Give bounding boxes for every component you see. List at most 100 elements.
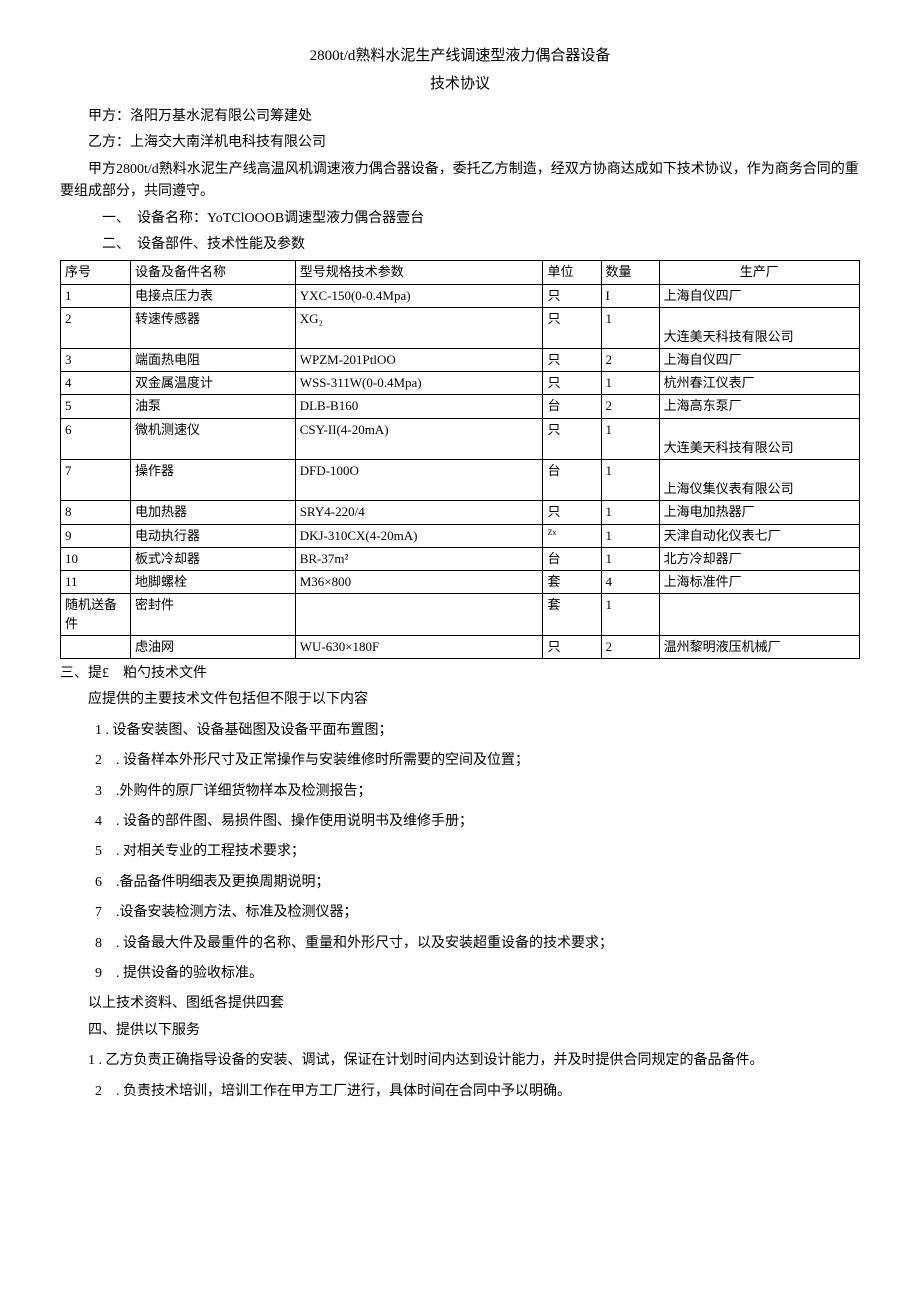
table-cell-qty: 1 [601, 372, 659, 395]
table-row: 随机送备件密封件 套1 [61, 594, 860, 635]
table-cell-unit: 台 [543, 460, 601, 501]
table-cell-mfr: 杭州春江仪表厂 [659, 372, 859, 395]
table-cell-qty: 2 [601, 395, 659, 418]
table-cell-mfr [659, 594, 859, 635]
table-cell-qty: 4 [601, 571, 659, 594]
section-3-intro: 应提供的主要技术文件包括但不限于以下内容 [60, 689, 860, 711]
table-cell-spec: DLB-B160 [295, 395, 543, 418]
table-cell-spec: M36×800 [295, 571, 543, 594]
section-3-item: 6 .备品备件明细表及更换周期说明； [60, 872, 860, 894]
table-cell-qty: 2 [601, 635, 659, 658]
section-3-item: 8 . 设备最大件及最重件的名称、重量和外形尺寸，以及安装超重设备的技术要求； [60, 933, 860, 955]
table-cell-qty: 1 [601, 418, 659, 459]
table-cell-seq: 9 [61, 524, 131, 548]
table-cell-spec: YXC-150(0-0.4Mpa) [295, 284, 543, 307]
section-3-item: 7 .设备安装检测方法、标准及检测仪器； [60, 902, 860, 924]
party-b: 乙方：上海交大南洋机电科技有限公司 [60, 132, 860, 154]
table-cell-name: 转速传感器 [130, 307, 295, 348]
table-cell-mfr: 大连美天科技有限公司 [659, 418, 859, 459]
section-3-item: 2 . 设备样本外形尺寸及正常操作与安装维修时所需要的空间及位置； [60, 750, 860, 772]
table-cell-name: 操作器 [130, 460, 295, 501]
table-cell-qty: 2 [601, 349, 659, 372]
table-cell-spec: SRY4-220/4 [295, 501, 543, 524]
party-a: 甲方：洛阳万基水泥有限公司筹建处 [60, 106, 860, 128]
document-subtitle: 技术协议 [60, 72, 860, 96]
table-row: 2转速传感器XG₂只1大连美天科技有限公司 [61, 307, 860, 348]
table-cell-spec: BR-37m² [295, 548, 543, 571]
table-cell-seq: 1 [61, 284, 131, 307]
table-cell-mfr: 上海仪集仪表有限公司 [659, 460, 859, 501]
table-cell-spec: CSY-II(4-20mA) [295, 418, 543, 459]
section-2: 二、 设备部件、技术性能及参数 [60, 234, 860, 256]
table-cell-name: 微机测速仪 [130, 418, 295, 459]
preamble: 甲方2800t/d熟料水泥生产线高温风机调速液力偶合器设备，委托乙方制造，经双方… [60, 159, 860, 204]
section-3-item: 3 .外购件的原厂详细货物样本及检测报告； [60, 781, 860, 803]
table-cell-unit: 只 [543, 284, 601, 307]
table-cell-spec [295, 594, 543, 635]
table-row: 10板式冷却器BR-37m²台1北方冷却器厂 [61, 548, 860, 571]
table-cell-name: 地脚螺栓 [130, 571, 295, 594]
section-4: 四、提供以下服务 [60, 1020, 860, 1042]
table-row: 6微机测速仪CSY-II(4-20mA)只1大连美天科技有限公司 [61, 418, 860, 459]
header-qty: 数量 [601, 261, 659, 284]
table-cell-unit: Zx [543, 524, 601, 548]
table-cell-spec: DFD-100O [295, 460, 543, 501]
table-cell-spec: XG₂ [295, 307, 543, 348]
table-cell-name: 电接点压力表 [130, 284, 295, 307]
table-row: 1电接点压力表YXC-150(0-0.4Mpa)只I上海自仪四厂 [61, 284, 860, 307]
table-cell-name: 双金属温度计 [130, 372, 295, 395]
table-row: 3端面热电阻WPZM-201PtlOO只2上海自仪四厂 [61, 349, 860, 372]
table-cell-mfr: 上海标准件厂 [659, 571, 859, 594]
table-cell-seq: 3 [61, 349, 131, 372]
table-cell-seq: 随机送备件 [61, 594, 131, 635]
table-cell-seq [61, 635, 131, 658]
table-cell-seq: 5 [61, 395, 131, 418]
header-unit: 单位 [543, 261, 601, 284]
table-cell-unit: 套 [543, 571, 601, 594]
table-cell-mfr: 上海自仪四厂 [659, 349, 859, 372]
table-cell-seq: 8 [61, 501, 131, 524]
section-3: 三、提£ 粕勺技术文件 [60, 663, 860, 685]
table-cell-name: 端面热电阻 [130, 349, 295, 372]
section-4-item: 2 . 负责技术培训，培训工作在甲方工厂进行，具体时间在合同中予以明确。 [60, 1081, 860, 1103]
table-cell-qty: 1 [601, 594, 659, 635]
table-cell-mfr: 温州黎明液压机械厂 [659, 635, 859, 658]
table-cell-mfr: 大连美天科技有限公司 [659, 307, 859, 348]
document-title: 2800t/d熟料水泥生产线调速型液力偶合器设备 [60, 44, 860, 68]
table-cell-mfr: 上海高东泵厂 [659, 395, 859, 418]
table-cell-name: 电动执行器 [130, 524, 295, 548]
table-row: 4双金属温度计WSS-311W(0-0.4Mpa)只1杭州春江仪表厂 [61, 372, 860, 395]
header-spec: 型号规格技术参数 [295, 261, 543, 284]
header-mfr: 生产厂 [659, 261, 859, 284]
section-3-item: 5 . 对相关专业的工程技术要求； [60, 841, 860, 863]
table-cell-name: 油泵 [130, 395, 295, 418]
table-cell-mfr: 北方冷却器厂 [659, 548, 859, 571]
table-cell-unit: 只 [543, 372, 601, 395]
section-3-item: 4 . 设备的部件图、易损件图、操作使用说明书及维修手册； [60, 811, 860, 833]
table-cell-unit: 只 [543, 418, 601, 459]
table-cell-seq: 7 [61, 460, 131, 501]
table-cell-qty: 1 [601, 524, 659, 548]
table-cell-spec: WSS-311W(0-0.4Mpa) [295, 372, 543, 395]
table-cell-unit: 只 [543, 501, 601, 524]
table-cell-mfr: 上海电加热器厂 [659, 501, 859, 524]
table-cell-name: 板式冷却器 [130, 548, 295, 571]
table-cell-qty: 1 [601, 501, 659, 524]
table-cell-name: 虑油网 [130, 635, 295, 658]
table-row: 5油泵DLB-B160台2上海高东泵厂 [61, 395, 860, 418]
section-3-end: 以上技术资料、图纸各提供四套 [60, 993, 860, 1015]
table-row: 7操作器DFD-100O台1上海仪集仪表有限公司 [61, 460, 860, 501]
table-cell-unit: 只 [543, 307, 601, 348]
table-cell-unit: 只 [543, 349, 601, 372]
table-cell-unit: 套 [543, 594, 601, 635]
table-cell-unit: 只 [543, 635, 601, 658]
table-cell-name: 密封件 [130, 594, 295, 635]
section-3-item: 1 . 设备安装图、设备基础图及设备平面布置图； [60, 720, 860, 742]
header-name: 设备及备件名称 [130, 261, 295, 284]
table-cell-name: 电加热器 [130, 501, 295, 524]
table-cell-qty: 1 [601, 548, 659, 571]
table-header-row: 序号 设备及备件名称 型号规格技术参数 单位 数量 生产厂 [61, 261, 860, 284]
table-cell-qty: 1 [601, 307, 659, 348]
table-cell-seq: 10 [61, 548, 131, 571]
table-row: 11地脚螺栓M36×800套4上海标准件厂 [61, 571, 860, 594]
